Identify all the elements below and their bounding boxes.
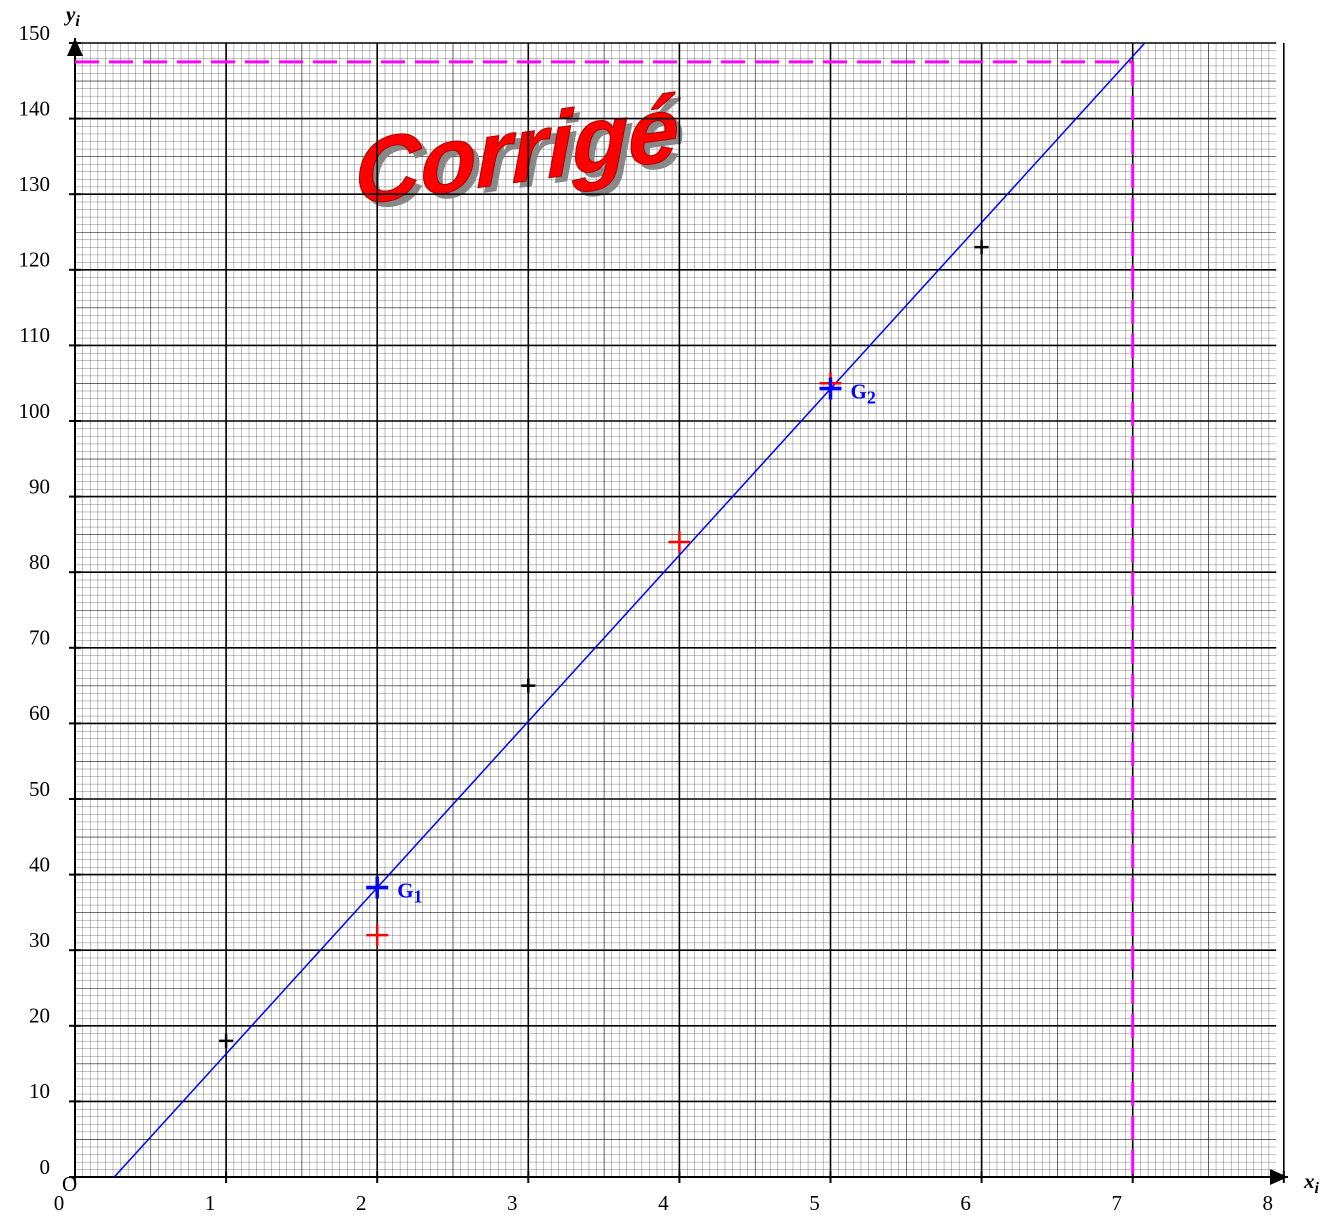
x-label-sub: i <box>1315 1180 1320 1197</box>
y-tick-label: 90 <box>29 474 50 498</box>
y-tick-label: 50 <box>29 777 50 801</box>
x-tick-label: 6 <box>960 1191 971 1215</box>
y-tick-label: 80 <box>29 550 50 574</box>
mid-grid <box>75 43 1276 1177</box>
x-tick-label: 0 <box>54 1191 65 1215</box>
x-tick-label: 1 <box>205 1191 216 1215</box>
chart: Corrigé Corrigé O xi yi 0123456780102030… <box>0 0 1337 1216</box>
x-axis-label: xi <box>1303 1169 1320 1197</box>
y-tick-label: 70 <box>29 626 50 650</box>
point-label-sub: 2 <box>867 388 876 408</box>
y-tick-label: 40 <box>29 852 50 876</box>
x-label-main: x <box>1303 1169 1315 1193</box>
point-label-sub: 1 <box>414 887 423 907</box>
x-tick-label: 5 <box>809 1191 820 1215</box>
point-label-main: G <box>851 379 867 403</box>
y-tick-label: 20 <box>29 1004 50 1028</box>
y-tick-label: 120 <box>19 248 51 272</box>
x-tick-label: 8 <box>1263 1191 1274 1215</box>
y-tick-label: 100 <box>19 399 51 423</box>
x-tick-label: 2 <box>356 1191 367 1215</box>
y-tick-label: 30 <box>29 928 50 952</box>
point-label-main: G <box>397 878 413 902</box>
y-tick-label: 60 <box>29 701 50 725</box>
x-tick-label: 4 <box>658 1191 669 1215</box>
y-tick-label: 10 <box>29 1079 50 1103</box>
y-tick-label: 130 <box>19 172 51 196</box>
x-tick-label: 7 <box>1111 1191 1122 1215</box>
y-tick-label: 140 <box>19 96 51 120</box>
y-label-main: y <box>63 2 76 26</box>
y-label-sub: i <box>75 13 80 30</box>
x-tick-label: 3 <box>507 1191 518 1215</box>
y-axis-label: yi <box>63 2 80 30</box>
y-tick-label: 0 <box>40 1155 51 1179</box>
y-tick-label: 150 <box>19 21 51 45</box>
y-tick-label: 110 <box>19 323 50 347</box>
